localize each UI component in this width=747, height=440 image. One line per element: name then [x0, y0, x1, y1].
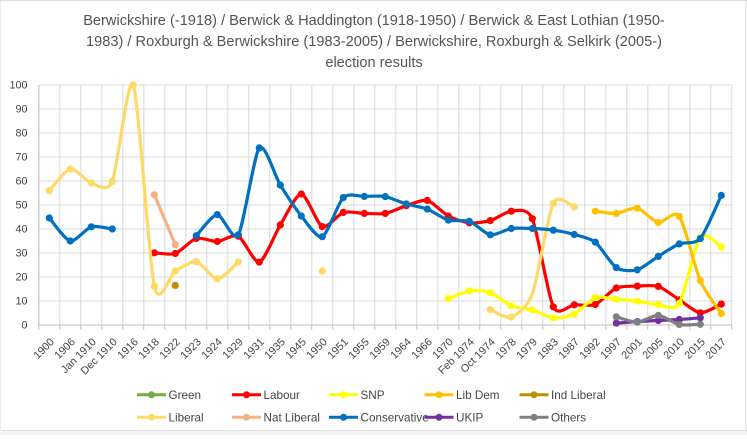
- svg-text:SNP: SNP: [361, 389, 385, 402]
- svg-text:Nat Liberal: Nat Liberal: [264, 412, 321, 425]
- svg-text:70: 70: [15, 151, 27, 163]
- svg-text:election results: election results: [325, 55, 422, 71]
- svg-text:0: 0: [21, 319, 27, 331]
- svg-text:40: 40: [15, 223, 27, 235]
- svg-text:Others: Others: [551, 412, 586, 425]
- svg-text:Conservative: Conservative: [361, 412, 429, 425]
- svg-text:Berwickshire (-1918) / Berwick: Berwickshire (-1918) / Berwick & Hadding…: [83, 13, 665, 29]
- svg-text:50: 50: [15, 199, 27, 211]
- svg-text:80: 80: [15, 127, 27, 139]
- svg-text:UKIP: UKIP: [456, 412, 483, 425]
- svg-text:Ind Liberal: Ind Liberal: [551, 389, 606, 402]
- svg-text:1983) / Roxburgh & Berwickshir: 1983) / Roxburgh & Berwickshire (1983-20…: [86, 34, 662, 50]
- svg-text:60: 60: [15, 175, 27, 187]
- svg-text:Labour: Labour: [264, 389, 301, 402]
- svg-text:100: 100: [9, 79, 27, 91]
- svg-text:10: 10: [15, 295, 27, 307]
- svg-text:90: 90: [15, 103, 27, 115]
- svg-text:Liberal: Liberal: [169, 412, 204, 425]
- svg-text:Green: Green: [169, 389, 201, 402]
- svg-text:30: 30: [15, 247, 27, 259]
- svg-text:Lib Dem: Lib Dem: [456, 389, 500, 402]
- svg-text:20: 20: [15, 271, 27, 283]
